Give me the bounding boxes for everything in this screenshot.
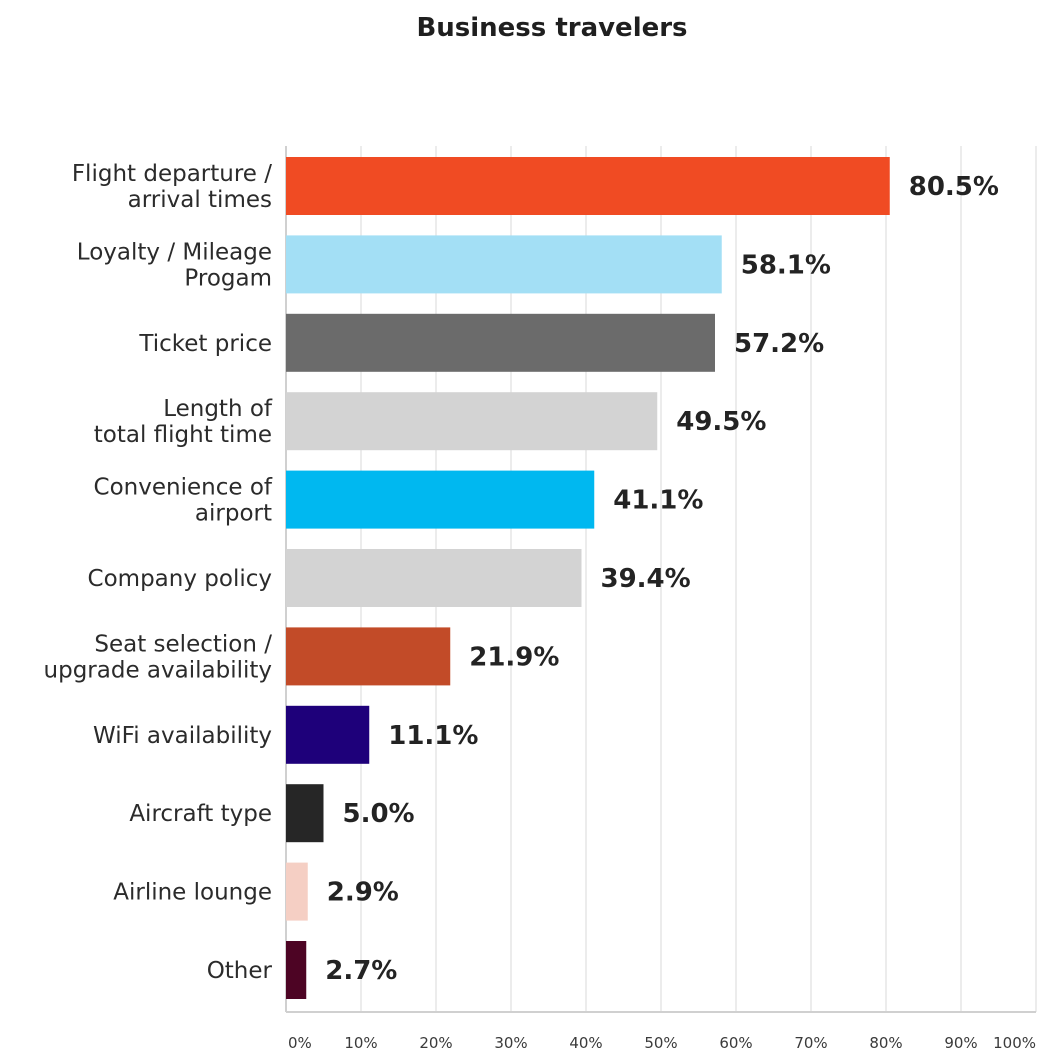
value-label: 11.1% <box>388 721 478 751</box>
x-tick-label: 80% <box>869 1034 902 1051</box>
value-label: 5.0% <box>343 799 415 829</box>
category-label-line: Convenience of <box>94 475 273 501</box>
category-label-line: Flight departure / <box>72 161 272 187</box>
value-label: 39.4% <box>601 564 691 594</box>
chart-title: Business travelers <box>416 13 687 43</box>
bar <box>286 313 715 372</box>
bar <box>286 157 890 215</box>
category-label-line: Company policy <box>88 566 272 592</box>
bar <box>286 941 307 999</box>
x-axis-ticks: 0% 10% 20% 30% 40% 50% 60% 70% 80% 90% 100% <box>288 1034 1036 1051</box>
category-label: Airline lounge <box>113 880 272 906</box>
bar <box>286 549 582 607</box>
category-label-line: Length of <box>163 396 273 422</box>
category-label-line: WiFi availability <box>93 723 272 749</box>
value-label: 49.5% <box>676 407 766 437</box>
category-label-line: Progam <box>184 265 272 291</box>
x-tick-label: 60% <box>719 1034 752 1051</box>
bar <box>286 784 324 843</box>
category-label-line: airport <box>195 501 272 527</box>
x-tick-label: 20% <box>419 1034 452 1051</box>
category-label-line: Airline lounge <box>113 880 272 906</box>
x-tick-label: 0% <box>288 1034 312 1051</box>
category-label: Loyalty / Mileage Progam <box>77 239 272 291</box>
category-label: WiFi availability <box>93 723 272 749</box>
bar <box>286 862 308 921</box>
value-label: 58.1% <box>741 250 831 280</box>
value-label: 80.5% <box>909 172 999 202</box>
value-label: 2.7% <box>325 956 397 986</box>
category-label-line: Ticket price <box>138 331 272 357</box>
x-tick-label: 70% <box>794 1034 827 1051</box>
x-tick-label: 10% <box>344 1034 377 1051</box>
x-tick-label: 50% <box>644 1034 677 1051</box>
category-label: Seat selection / upgrade availability <box>44 631 273 683</box>
x-tick-label: 40% <box>569 1034 602 1051</box>
category-label-line: Aircraft type <box>129 801 272 827</box>
bar <box>286 235 722 294</box>
x-tick-label: 90% <box>944 1034 977 1051</box>
value-label: 57.2% <box>734 329 824 359</box>
bar <box>286 705 370 764</box>
bar <box>286 627 451 686</box>
category-label-line: Seat selection / <box>94 631 272 657</box>
bars <box>286 157 890 999</box>
category-label: Other <box>207 958 273 984</box>
category-label-line: upgrade availability <box>44 657 272 683</box>
x-tick-label: 30% <box>494 1034 527 1051</box>
value-label: 41.1% <box>613 486 703 516</box>
value-label: 2.9% <box>327 878 399 908</box>
bar <box>286 392 658 451</box>
category-labels: Flight departure / arrival times Loyalty /… <box>44 161 273 984</box>
x-tick-label: 100% <box>993 1034 1036 1051</box>
category-label: Convenience of airport <box>94 475 273 527</box>
category-label-line: Other <box>207 958 273 984</box>
value-label: 21.9% <box>469 642 559 672</box>
category-label: Flight departure / arrival times <box>72 161 272 213</box>
category-label: Aircraft type <box>129 801 272 827</box>
value-labels: 80.5% 58.1% 57.2% 49.5% 41.1% 39.4% 21.9% 11.1%… <box>325 172 999 986</box>
category-label: Company policy <box>88 566 272 592</box>
category-label: Length of total flight time <box>94 396 273 448</box>
category-label-line: arrival times <box>128 187 272 213</box>
bar <box>286 470 595 529</box>
category-label: Ticket price <box>138 331 272 357</box>
category-label-line: Loyalty / Mileage <box>77 239 272 265</box>
category-label-line: total flight time <box>94 422 272 448</box>
